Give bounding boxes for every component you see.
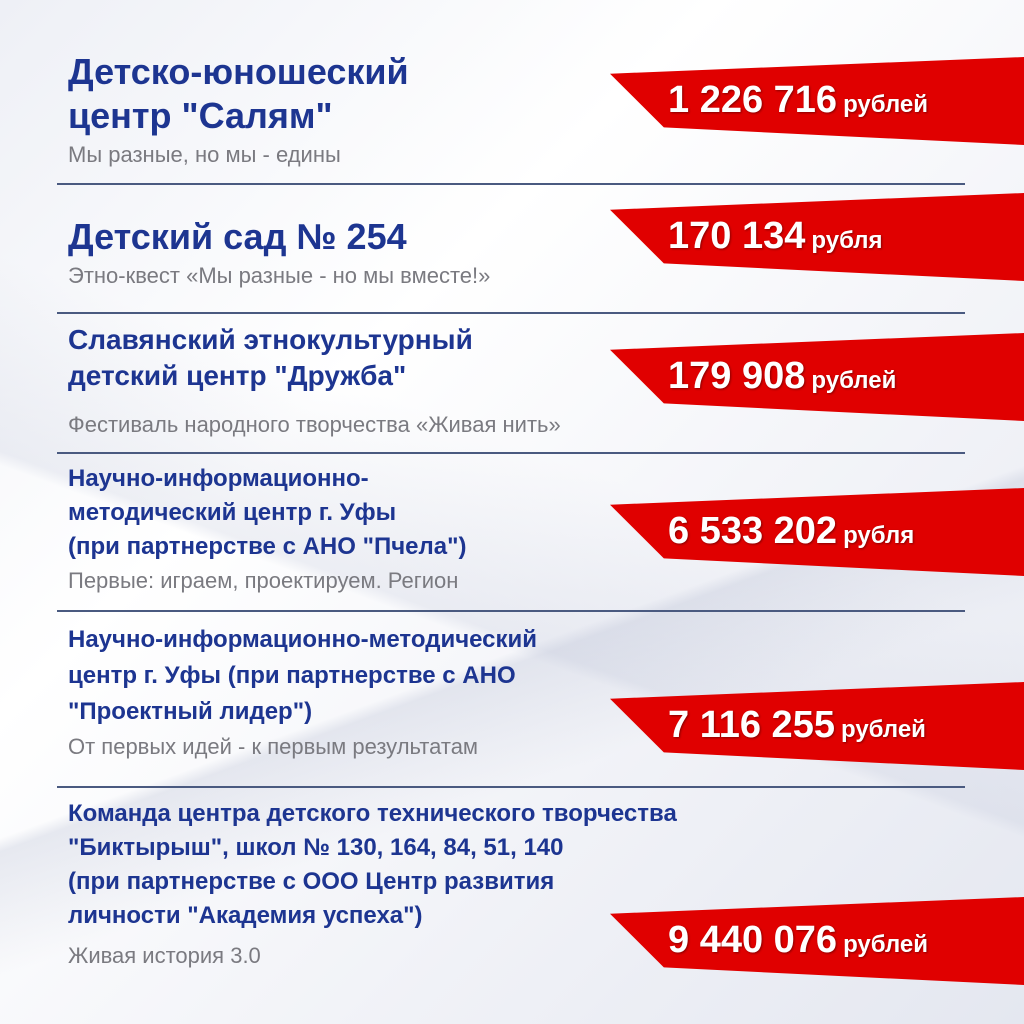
title-line: "Проектный лидер"): [68, 698, 313, 725]
title-line: (при партнерстве с АНО "Пчела"): [68, 533, 467, 560]
grant-item: Славянский этнокультурный детский центр "…: [68, 322, 561, 438]
title-line: Славянский этнокультурный: [68, 324, 473, 355]
amount-unit: рублей: [811, 367, 897, 394]
title-line: Научно-информационно-методический: [68, 626, 538, 653]
amount-value: 6 533 202: [668, 510, 838, 552]
grant-item: Детский сад № 254 Этно-квест «Мы разные -…: [68, 215, 490, 289]
project-name: Фестиваль народного творчества «Живая ни…: [68, 412, 561, 437]
amount-value: 9 440 076: [668, 919, 838, 961]
grant-item: Команда центра детского технического тво…: [68, 797, 677, 969]
title-line: методический центр г. Уфы: [68, 499, 397, 526]
amount-value: 179 908: [668, 355, 806, 397]
title-line: Детско-юношеский: [68, 51, 409, 92]
grant-item: Научно-информационно-методический центр …: [68, 462, 466, 594]
amount-value: 170 134: [668, 215, 806, 257]
amount-unit: рубля: [811, 227, 883, 254]
divider: [57, 452, 965, 454]
amount-unit: рубля: [843, 522, 915, 549]
grant-title: Научно-информационно-методический центр …: [68, 462, 466, 564]
grant-item: Детско-юношеский центр "Салям" Мы разные, …: [68, 50, 409, 168]
amount-unit: рублей: [843, 931, 929, 958]
amount-value: 7 116 255: [668, 704, 835, 746]
title-line: личности "Академия успеха"): [68, 902, 423, 929]
divider: [57, 610, 965, 612]
title-line: Детский сад № 254: [68, 216, 407, 257]
amount: 7 116 255 рублей: [668, 704, 926, 747]
title-line: Команда центра детского технического тво…: [68, 800, 677, 827]
amount: 1 226 716 рублей: [668, 79, 928, 122]
title-line: (при партнерстве с ООО Центр развития: [68, 868, 555, 895]
grant-title: Славянский этнокультурный детский центр "…: [68, 322, 561, 394]
title-line: детский центр "Дружба": [68, 360, 407, 391]
divider: [57, 312, 965, 314]
project-name: Живая история 3.0: [68, 943, 261, 968]
amount-ribbon: 7 116 255 рублей: [610, 682, 1024, 770]
grant-title: Детско-юношеский центр "Салям": [68, 50, 409, 138]
amount-value: 1 226 716: [668, 79, 838, 121]
project-name: От первых идей - к первым результатам: [68, 734, 479, 759]
amount: 179 908 рублей: [668, 355, 896, 398]
amount-unit: рублей: [840, 716, 926, 743]
divider: [57, 786, 965, 788]
project-name: Мы разные, но мы - едины: [68, 142, 341, 167]
amount: 170 134 рубля: [668, 215, 883, 258]
amount: 9 440 076 рублей: [668, 919, 928, 962]
grant-title: Детский сад № 254: [68, 215, 490, 259]
amount-unit: рублей: [843, 91, 929, 118]
project-name: Этно-квест «Мы разные - но мы вместе!»: [68, 263, 491, 288]
title-line: Научно-информационно-: [68, 465, 369, 492]
title-line: центр "Салям": [68, 95, 333, 136]
grant-title: Команда центра детского технического тво…: [68, 797, 677, 933]
grant-item: Научно-информационно-методический центр г…: [68, 622, 537, 760]
project-name: Первые: играем, проектируем. Регион: [68, 568, 459, 593]
amount: 6 533 202 рубля: [668, 510, 914, 553]
title-line: "Биктырыш", школ № 130, 164, 84, 51, 140: [68, 834, 564, 861]
title-line: центр г. Уфы (при партнерстве с АНО: [68, 662, 516, 689]
divider: [57, 183, 965, 185]
grant-title: Научно-информационно-методический центр г…: [68, 622, 537, 730]
amount-ribbon: 170 134 рубля: [610, 193, 1024, 281]
